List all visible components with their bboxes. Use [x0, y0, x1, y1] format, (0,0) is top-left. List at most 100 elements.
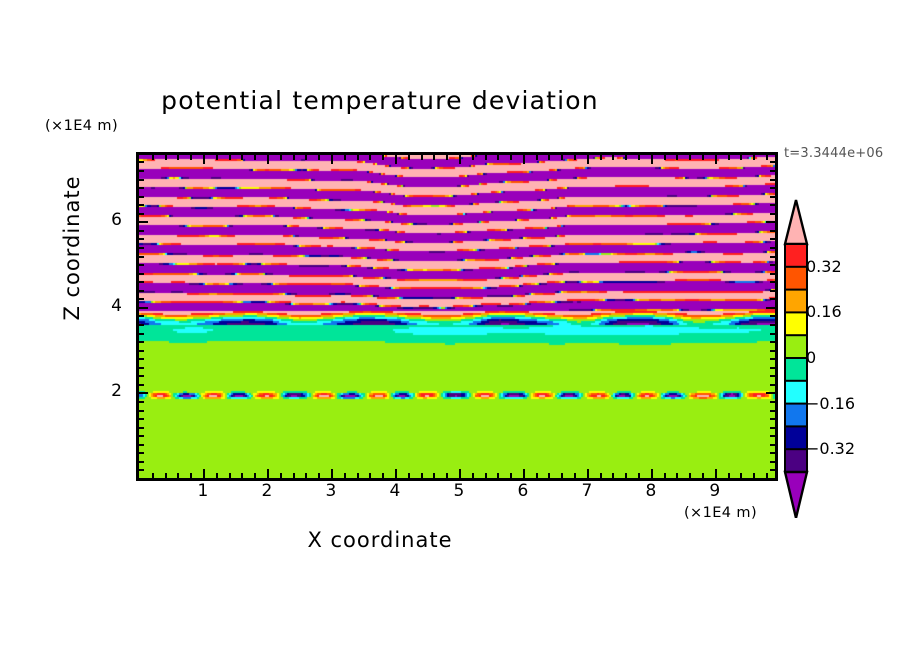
axis-tick: [484, 155, 487, 160]
axis-tick: [770, 195, 775, 198]
axis-tick: [770, 204, 775, 207]
axis-tick: [650, 469, 653, 478]
axis-tick: [770, 298, 775, 301]
axis-tick: [714, 469, 717, 478]
axis-tick: [753, 473, 756, 478]
axis-tick: [770, 289, 775, 292]
colorbar-band: [784, 334, 808, 360]
axis-tick: [663, 473, 666, 478]
colorbar-band: [784, 402, 808, 428]
axis-tick: [497, 473, 500, 478]
axis-tick: [766, 306, 775, 309]
axis-tick: [420, 473, 423, 478]
axis-tick: [139, 409, 144, 412]
axis-tick: [382, 155, 385, 160]
x-axis-unit-label: (×1E4 m): [684, 505, 758, 521]
axis-tick: [770, 187, 775, 190]
axis-tick: [139, 221, 148, 224]
axis-tick: [766, 155, 769, 160]
axis-tick: [433, 473, 436, 478]
axis-tick: [740, 155, 743, 160]
axis-tick: [770, 383, 775, 386]
axis-tick: [139, 323, 144, 326]
axis-tick: [356, 473, 359, 478]
axis-tick: [599, 473, 602, 478]
axis-tick: [497, 155, 500, 160]
colorbar-swatches: [783, 199, 809, 518]
colorbar-over-arrow: [783, 199, 809, 246]
axis-tick: [612, 473, 615, 478]
axis-tick: [770, 452, 775, 455]
colorbar-band: [784, 425, 808, 451]
colorbar-band: [784, 243, 808, 269]
axis-tick: [139, 289, 144, 292]
axis-tick: [139, 238, 144, 241]
axis-tick: [770, 443, 775, 446]
axis-tick: [139, 187, 144, 190]
axis-tick: [535, 473, 538, 478]
colorbar-band: [784, 448, 808, 474]
x-tick-label: 6: [517, 481, 529, 501]
timestamp-annotation: t=3.3444e+06: [784, 146, 884, 161]
axis-tick: [139, 349, 144, 352]
y-axis-title: Z coordinate: [60, 175, 84, 321]
axis-tick: [151, 155, 154, 160]
axis-tick: [638, 155, 641, 160]
axis-tick: [139, 264, 144, 267]
axis-tick: [305, 155, 308, 160]
axis-tick: [215, 155, 218, 160]
axis-tick: [279, 473, 282, 478]
axis-tick: [770, 161, 775, 164]
axis-tick: [770, 264, 775, 267]
y-tick-label: 4: [111, 295, 122, 316]
axis-tick: [727, 473, 730, 478]
axis-tick: [407, 473, 410, 478]
axis-tick: [394, 469, 397, 478]
colorbar-tick-label: 0.16: [806, 302, 842, 322]
axis-tick: [612, 155, 615, 160]
axis-tick: [625, 473, 628, 478]
axis-tick: [407, 155, 410, 160]
axis-tick: [228, 473, 231, 478]
x-tick-label: 4: [389, 481, 401, 501]
axis-tick: [689, 473, 692, 478]
axis-tick: [702, 473, 705, 478]
axis-tick: [770, 341, 775, 344]
axis-tick: [139, 161, 144, 164]
axis-tick: [625, 155, 628, 160]
colorbar-band: [784, 379, 808, 406]
x-axis-title: X coordinate: [307, 528, 453, 552]
axis-tick: [770, 332, 775, 335]
axis-tick: [139, 443, 144, 446]
axis-tick: [202, 155, 205, 164]
axis-tick: [753, 155, 756, 160]
axis-tick: [190, 155, 193, 160]
axis-tick: [139, 418, 144, 421]
axis-tick: [663, 155, 666, 160]
axis-tick: [586, 469, 589, 478]
axis-tick: [279, 155, 282, 160]
axis-tick: [139, 212, 144, 215]
axis-tick: [770, 281, 775, 284]
axis-tick: [318, 473, 321, 478]
axis-tick: [151, 473, 154, 478]
axis-tick: [202, 469, 205, 478]
contour-plot-area: [136, 152, 778, 481]
axis-tick: [177, 473, 180, 478]
axis-tick: [318, 155, 321, 160]
axis-tick: [139, 169, 144, 172]
axis-tick: [548, 473, 551, 478]
axis-tick: [164, 155, 167, 160]
axis-tick: [394, 155, 397, 164]
axis-tick: [139, 178, 144, 181]
axis-tick: [770, 469, 775, 472]
contour-field: [139, 155, 775, 478]
axis-tick: [139, 341, 144, 344]
axis-tick: [139, 229, 144, 232]
axis-tick: [139, 358, 144, 361]
axis-tick: [164, 473, 167, 478]
axis-tick: [510, 473, 513, 478]
axis-tick: [770, 255, 775, 258]
axis-tick: [770, 426, 775, 429]
